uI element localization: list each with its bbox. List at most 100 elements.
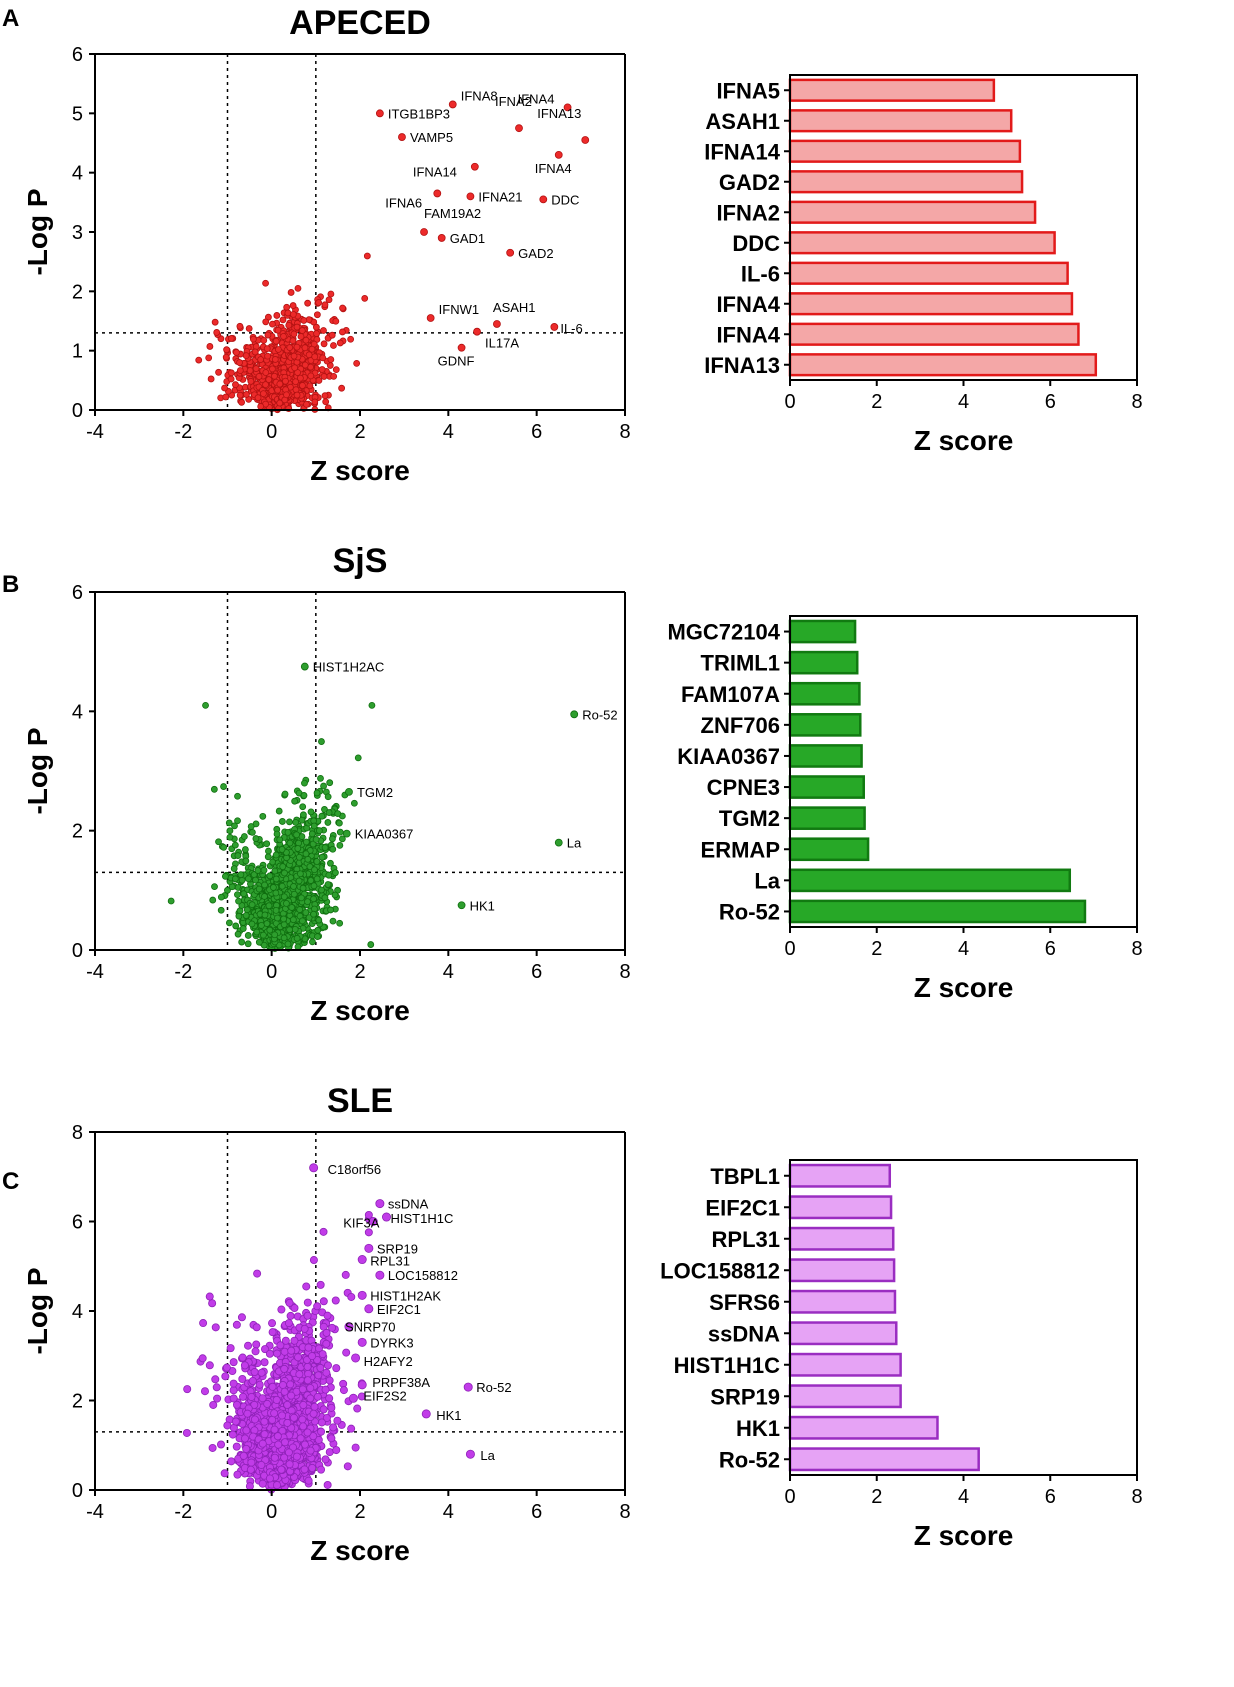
data-point (296, 374, 304, 382)
bar (788, 681, 861, 706)
data-point (306, 1394, 315, 1403)
data-point (244, 940, 252, 948)
y-tick-label: 3 (72, 222, 83, 244)
data-point (232, 922, 240, 930)
data-point (270, 1409, 279, 1418)
data-point (278, 882, 286, 890)
data-point (300, 792, 308, 799)
data-point (208, 1443, 217, 1452)
data-point (327, 1434, 336, 1443)
data-point (261, 881, 268, 889)
category-label: IFNA5 (716, 78, 780, 103)
data-point (268, 1319, 277, 1328)
data-point (294, 845, 302, 852)
data-point (291, 797, 299, 805)
category-label: IFNA2 (716, 200, 780, 225)
data-point (230, 865, 238, 872)
data-point (299, 884, 307, 892)
data-point (347, 1292, 356, 1301)
data-point (263, 920, 271, 927)
data-point (254, 867, 262, 874)
x-axis-title: Z score (310, 995, 410, 1026)
bar (788, 775, 865, 799)
category-label: IFNA4 (716, 322, 780, 347)
data-point (263, 840, 271, 848)
data-point (298, 327, 306, 334)
point-label: TGM2 (357, 785, 393, 800)
data-point (261, 893, 268, 900)
point-label: IFNW1 (439, 302, 479, 317)
data-point (308, 830, 316, 838)
data-point (223, 1421, 232, 1430)
data-point (220, 783, 227, 790)
data-point (266, 926, 274, 934)
data-point (334, 810, 342, 818)
data-point (329, 835, 336, 843)
data-point (252, 876, 259, 884)
data-point (301, 779, 308, 787)
data-point (313, 311, 321, 319)
data-point (215, 838, 222, 846)
data-point (195, 356, 203, 364)
point-label: VAMP5 (410, 130, 453, 145)
data-point (251, 348, 259, 356)
data-point (311, 353, 319, 361)
data-point (327, 1403, 336, 1412)
panel-letter-a: A (2, 5, 19, 32)
data-point (281, 790, 289, 798)
data-point (351, 1443, 360, 1452)
data-point (295, 853, 303, 861)
data-point (285, 1298, 294, 1307)
data-point (336, 919, 344, 927)
data-point (303, 1428, 312, 1437)
data-point (278, 1381, 287, 1390)
data-point (326, 779, 334, 787)
x-tick-label: -4 (86, 961, 104, 983)
data-point (306, 1384, 315, 1393)
data-point (246, 367, 254, 374)
data-point (279, 316, 287, 324)
data-point (329, 845, 337, 853)
data-point (271, 372, 278, 380)
data-point (259, 812, 267, 820)
bar (788, 109, 1013, 133)
data-point (262, 381, 269, 389)
data-point (229, 1358, 238, 1367)
data-point (276, 836, 284, 844)
point-label: IFNA8 (461, 88, 498, 103)
data-point (284, 828, 292, 836)
data-point (255, 1380, 264, 1389)
data-point (307, 808, 315, 816)
data-point (289, 1413, 298, 1422)
data-point (278, 1411, 287, 1420)
data-point (298, 816, 306, 824)
data-point (272, 889, 280, 897)
data-point (260, 1358, 269, 1367)
data-point (283, 391, 290, 399)
data-point-labeled (515, 124, 523, 133)
data-point (300, 1324, 309, 1333)
data-point (325, 1376, 334, 1385)
data-point (320, 327, 327, 334)
bar (788, 744, 863, 768)
x-tick-label: 4 (443, 961, 454, 983)
data-point (287, 1346, 296, 1355)
data-point (275, 807, 283, 815)
data-point (307, 372, 315, 380)
data-point (309, 1256, 318, 1265)
data-point (332, 869, 339, 877)
data-point (268, 1328, 277, 1337)
data-point (239, 925, 247, 933)
point-label: IL17A (485, 336, 519, 351)
data-point (210, 785, 218, 793)
bar (788, 170, 1024, 194)
data-point-labeled (554, 150, 563, 159)
data-point (217, 1440, 226, 1449)
data-point (269, 365, 276, 373)
data-point (222, 393, 230, 401)
data-point (286, 839, 294, 847)
bar (788, 231, 1056, 255)
data-point (331, 1296, 340, 1305)
data-point (314, 926, 322, 934)
